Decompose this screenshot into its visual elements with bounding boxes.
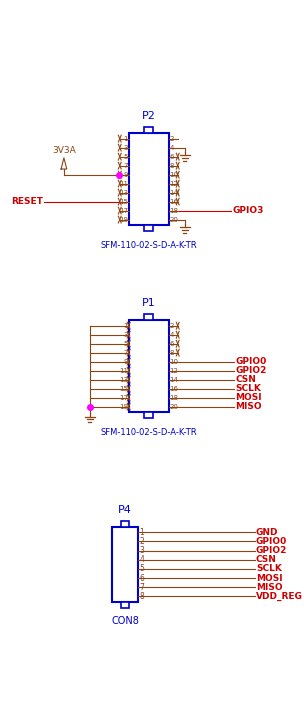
Text: 1: 1 bbox=[123, 323, 128, 328]
Text: 1: 1 bbox=[139, 528, 144, 536]
Text: 5: 5 bbox=[139, 564, 144, 573]
Text: 14: 14 bbox=[170, 376, 178, 383]
Bar bbox=[112, 526, 138, 602]
Text: RESET: RESET bbox=[11, 197, 43, 206]
Text: SFM-110-02-S-D-A-K-TR: SFM-110-02-S-D-A-K-TR bbox=[100, 428, 197, 436]
Text: 7: 7 bbox=[123, 349, 128, 356]
Text: MOSI: MOSI bbox=[256, 573, 282, 583]
Text: 3: 3 bbox=[139, 546, 144, 555]
Text: 9: 9 bbox=[123, 172, 128, 178]
Bar bbox=[144, 128, 153, 133]
Text: 8: 8 bbox=[170, 349, 174, 356]
Text: 2: 2 bbox=[170, 323, 174, 328]
Text: 17: 17 bbox=[119, 394, 128, 401]
Bar bbox=[121, 602, 129, 608]
Text: 20: 20 bbox=[170, 217, 178, 223]
Text: 3: 3 bbox=[123, 331, 128, 338]
Text: 12: 12 bbox=[170, 368, 178, 373]
Text: 5: 5 bbox=[123, 154, 128, 160]
Bar bbox=[121, 521, 129, 526]
Text: GND: GND bbox=[256, 528, 278, 536]
Text: 7: 7 bbox=[123, 162, 128, 169]
Text: GPIO2: GPIO2 bbox=[235, 366, 267, 375]
Text: 14: 14 bbox=[170, 190, 178, 196]
Text: 2: 2 bbox=[170, 136, 174, 141]
Text: 17: 17 bbox=[119, 207, 128, 214]
Text: VDD_REG: VDD_REG bbox=[256, 592, 303, 601]
Text: CSN: CSN bbox=[235, 375, 256, 384]
Bar bbox=[144, 225, 153, 231]
Text: 19: 19 bbox=[119, 217, 128, 223]
Bar bbox=[144, 315, 153, 320]
Text: 8: 8 bbox=[170, 162, 174, 169]
Text: 13: 13 bbox=[119, 190, 128, 196]
Text: 6: 6 bbox=[139, 573, 144, 583]
Text: 8: 8 bbox=[139, 592, 144, 601]
Text: 4: 4 bbox=[170, 144, 174, 151]
Bar bbox=[129, 133, 169, 225]
Text: SFM-110-02-S-D-A-K-TR: SFM-110-02-S-D-A-K-TR bbox=[100, 241, 197, 250]
Text: 10: 10 bbox=[170, 172, 179, 178]
Text: 3: 3 bbox=[123, 144, 128, 151]
Text: 1: 1 bbox=[123, 136, 128, 141]
Text: 19: 19 bbox=[119, 404, 128, 410]
Text: 12: 12 bbox=[170, 181, 178, 186]
Text: SCLK: SCLK bbox=[235, 384, 261, 393]
Text: 11: 11 bbox=[119, 181, 128, 186]
Text: 16: 16 bbox=[170, 386, 179, 392]
Text: 2: 2 bbox=[139, 537, 144, 546]
Text: GPIO0: GPIO0 bbox=[256, 537, 287, 546]
Text: 7: 7 bbox=[139, 583, 144, 592]
Text: GPIO3: GPIO3 bbox=[232, 206, 264, 215]
Bar bbox=[144, 413, 153, 418]
Text: P4: P4 bbox=[118, 505, 132, 515]
Text: 16: 16 bbox=[170, 199, 179, 204]
Text: 20: 20 bbox=[170, 404, 178, 410]
Text: MISO: MISO bbox=[235, 402, 262, 411]
Text: P1: P1 bbox=[142, 298, 156, 308]
Text: P2: P2 bbox=[142, 111, 156, 121]
Text: SCLK: SCLK bbox=[256, 564, 282, 573]
Text: 4: 4 bbox=[139, 555, 144, 564]
Text: 15: 15 bbox=[119, 199, 128, 204]
Text: CSN: CSN bbox=[256, 555, 277, 564]
Text: GPIO2: GPIO2 bbox=[256, 546, 287, 555]
Text: 5: 5 bbox=[123, 341, 128, 347]
Text: 3V3A: 3V3A bbox=[52, 146, 76, 155]
Text: CON8: CON8 bbox=[111, 616, 139, 626]
Text: 13: 13 bbox=[119, 376, 128, 383]
Text: 18: 18 bbox=[170, 394, 179, 401]
Text: MISO: MISO bbox=[256, 583, 282, 592]
Text: 4: 4 bbox=[170, 331, 174, 338]
Text: 6: 6 bbox=[170, 341, 174, 347]
Text: 10: 10 bbox=[170, 359, 179, 365]
Text: 11: 11 bbox=[119, 368, 128, 373]
Text: 9: 9 bbox=[123, 359, 128, 365]
Text: MOSI: MOSI bbox=[235, 393, 262, 402]
Text: 6: 6 bbox=[170, 154, 174, 160]
Text: GPIO0: GPIO0 bbox=[235, 357, 267, 366]
Text: 15: 15 bbox=[119, 386, 128, 392]
Text: 18: 18 bbox=[170, 207, 179, 214]
Bar bbox=[129, 320, 169, 413]
